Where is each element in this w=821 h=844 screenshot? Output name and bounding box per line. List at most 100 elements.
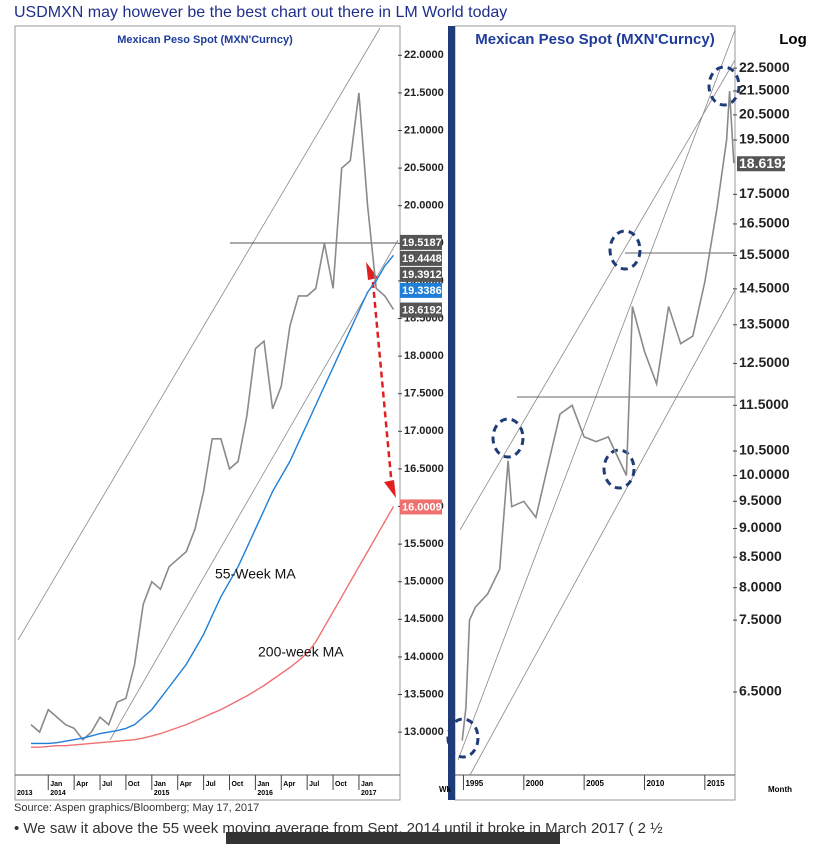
price-tag-label: 19.3912	[402, 269, 442, 281]
y-tick-label: 9.5000	[739, 492, 782, 508]
y-tick-label: 17.5000	[739, 185, 790, 201]
x-tick-label: 2005	[586, 779, 604, 788]
y-tick-label: 10.0000	[739, 466, 790, 482]
y-tick-label: 17.5000	[404, 388, 444, 400]
arrow-heads	[366, 262, 396, 498]
x-tick-label: Jan	[361, 781, 373, 788]
y-tick-label: 7.5000	[739, 611, 782, 627]
y-tick-label: 12.5000	[739, 354, 790, 370]
price-tag-label: 19.4448	[402, 253, 442, 265]
x-tick-label: Jul	[206, 781, 216, 788]
y-tick-label: 13.5000	[739, 315, 790, 331]
y-tick-label: 21.0000	[404, 124, 444, 136]
divider	[448, 26, 455, 800]
price-tag	[400, 234, 442, 250]
y-tick-label: 21.5000	[739, 82, 790, 98]
x-tick-label: Jan	[257, 781, 269, 788]
y-tick-label: 20.5000	[739, 106, 790, 122]
y-tick-label: 14.5000	[739, 280, 790, 296]
x-year-label: 2013	[17, 790, 33, 797]
x-year-label: 2015	[154, 790, 170, 797]
x-year-label: 2016	[257, 790, 273, 797]
y-tick-label: 21.5000	[404, 87, 444, 99]
highlight-circles	[446, 65, 741, 759]
series-line	[461, 90, 735, 741]
y-tick-label: 16.5000	[739, 215, 790, 231]
price-tag	[400, 499, 442, 515]
gap-arrow	[370, 271, 394, 489]
x-tick-label: Apr	[283, 781, 295, 788]
y-tick-label: 20.5000	[404, 162, 444, 174]
x-tick-label: Oct	[231, 781, 243, 788]
price-tag-label: 18.6192	[402, 304, 442, 316]
x-tick-label: Oct	[128, 781, 140, 788]
y-tick-label: 15.5000	[739, 246, 790, 262]
chart-title: Mexican Peso Spot (MXN'Curncy)	[117, 34, 293, 46]
price-tag	[400, 266, 442, 282]
x-year-label: 2014	[50, 790, 66, 797]
price-tag	[400, 282, 442, 298]
y-tick-label: 15.5000	[404, 538, 444, 550]
series-annotation: 200-week MA	[258, 644, 344, 660]
channel-line	[457, 29, 736, 761]
channel-line	[109, 239, 399, 741]
price-tag-label: 16.0009	[402, 501, 442, 513]
price-tag-label: 19.3386	[402, 285, 442, 297]
x-tick-label: Jul	[102, 781, 112, 788]
price-tag-label: 18.6192	[739, 155, 790, 171]
y-tick-label: 19.5000	[739, 131, 790, 147]
y-tick-label: 22.0000	[404, 49, 444, 61]
corner-label: Wk	[439, 785, 452, 794]
x-tick-label: Jan	[50, 781, 62, 788]
corner-label: Month	[768, 785, 792, 794]
series-line	[31, 254, 395, 745]
series-line	[30, 92, 395, 741]
y-tick-label: 9.0000	[739, 519, 782, 535]
y-tick-label: 11.5000	[739, 396, 789, 412]
x-year-label: 2017	[361, 790, 377, 797]
y-tick-label: 8.5000	[739, 548, 782, 564]
chart-title: Mexican Peso Spot (MXN'Curncy)	[475, 31, 714, 48]
price-tag-label: 19.5187	[402, 237, 442, 249]
right-frame	[454, 25, 736, 801]
series-annotation: 55-Week MA	[215, 566, 296, 582]
y-tick-label: 16.5000	[404, 463, 444, 475]
x-tick-label: 2000	[526, 779, 544, 788]
y-tick-label: 6.5000	[739, 683, 782, 699]
x-tick-label: Oct	[335, 781, 347, 788]
y-tick-label: 15.0000	[404, 576, 444, 588]
bottom-bar	[226, 832, 560, 844]
y-tick-label: 22.5000	[739, 59, 790, 75]
price-tag	[400, 302, 442, 318]
y-tick-label: 14.5000	[404, 613, 444, 625]
x-tick-label: 2010	[646, 779, 664, 788]
y-tick-label: 17.0000	[404, 425, 444, 437]
channel-line	[17, 27, 381, 641]
left-frame	[14, 25, 401, 801]
x-tick-label: Jul	[309, 781, 319, 788]
y-tick-label: 14.0000	[404, 651, 444, 663]
page-title: USDMXN may however be the best chart out…	[14, 4, 508, 21]
price-tag	[400, 250, 442, 266]
channel-line	[459, 59, 736, 531]
y-tick-label: 10.5000	[739, 442, 790, 458]
y-tick-label: 18.0000	[404, 350, 444, 362]
x-tick-label: 2015	[707, 779, 725, 788]
y-tick-label: 13.5000	[404, 688, 444, 700]
x-tick-label: Jan	[154, 781, 166, 788]
bullet-text: • We saw it above the 55 week moving ave…	[14, 820, 663, 837]
channel-line	[469, 289, 736, 776]
y-tick-label: 8.0000	[739, 578, 782, 594]
y-tick-label: 20.0000	[404, 200, 444, 212]
price-tag	[737, 156, 785, 172]
bullet-content: We saw it above the 55 week moving avera…	[23, 820, 663, 837]
source-note: Source: Aspen graphics/Bloomberg; May 17…	[14, 802, 260, 814]
series-line	[31, 506, 395, 748]
y-tick-label: 13.0000	[404, 726, 444, 738]
x-tick-label: Apr	[180, 781, 192, 788]
scale-label: Log	[779, 31, 807, 48]
x-tick-label: 1995	[465, 779, 483, 788]
x-tick-label: Apr	[76, 781, 88, 788]
